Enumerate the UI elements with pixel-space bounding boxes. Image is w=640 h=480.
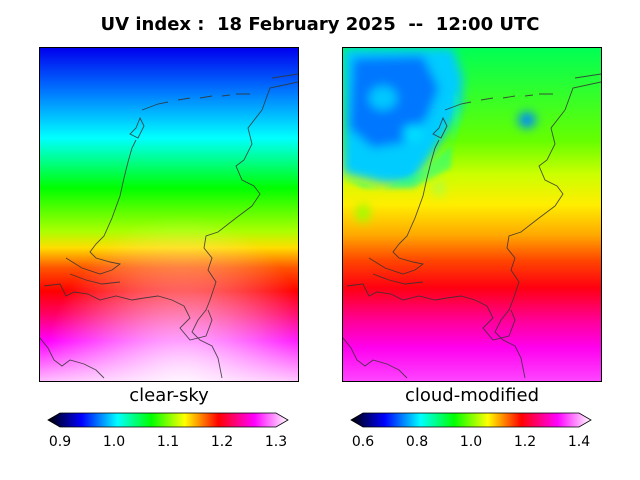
colorbar-tick-label: 1.2: [210, 434, 234, 450]
colorbar-tick-label: 1.3: [264, 434, 288, 450]
colorbar-clear-sky: [47, 412, 289, 428]
colorbar-tick-label: 0.8: [405, 434, 429, 450]
colorbar-tick-label: 1.1: [156, 434, 180, 450]
clear-sky-map: [39, 47, 299, 382]
cloud-modified-map: [342, 47, 602, 382]
figure-title: UV index : 18 February 2025 -- 12:00 UTC: [100, 14, 540, 35]
panel-label-cloud-modified: cloud-modified: [404, 385, 540, 406]
colorbar-tick-label: 1.2: [513, 434, 537, 450]
colorbar-tick-label: 1.4: [567, 434, 591, 450]
colorbar-tick-label: 1.0: [102, 434, 126, 450]
panel-label-clear-sky: clear-sky: [129, 385, 209, 406]
colorbar-tick-label: 0.9: [48, 434, 72, 450]
colorbar-tick-label: 1.0: [459, 434, 483, 450]
colorbar-cloud-modified: [350, 412, 592, 428]
colorbar-tick-label: 0.6: [351, 434, 375, 450]
netherlands-coastline: [40, 73, 298, 379]
netherlands-coastline: [343, 73, 601, 379]
